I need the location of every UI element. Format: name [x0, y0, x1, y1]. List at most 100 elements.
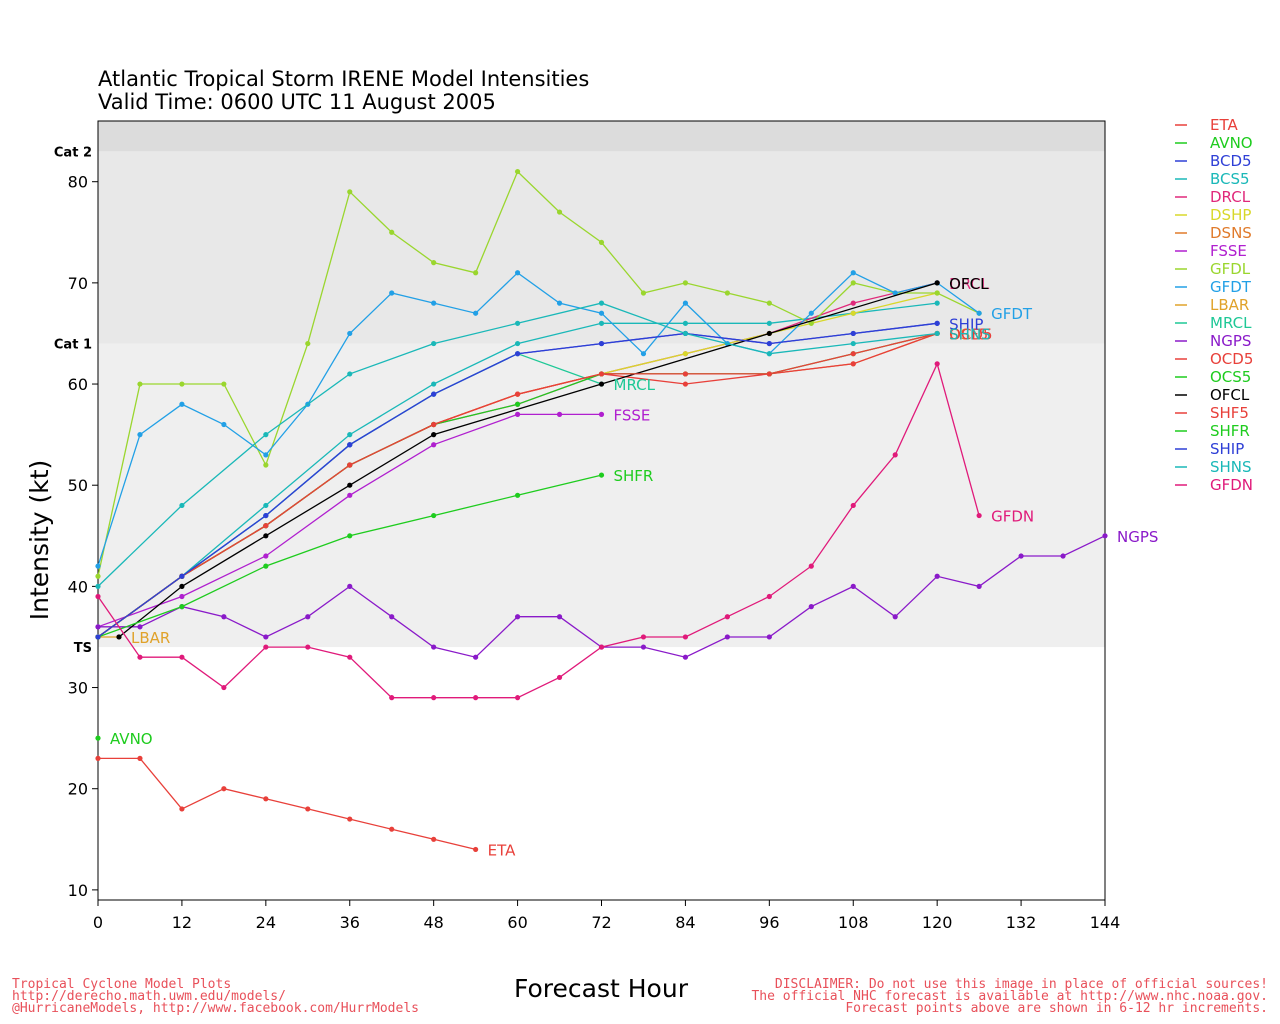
data-point-fsse [431, 442, 437, 448]
data-point-gfdt [850, 270, 856, 276]
data-point-fsse [347, 492, 353, 498]
data-point-gfdn [179, 654, 185, 660]
data-point-shf5 [682, 371, 689, 377]
series-line-eta [98, 757, 476, 851]
data-point-shf5 [850, 351, 856, 357]
data-point-bcs5 [263, 502, 269, 509]
series-line-gfdt [97, 271, 980, 567]
data-point-avno [95, 735, 101, 741]
data-point-gfdn [850, 502, 856, 509]
series-label-dsns: DSNS [949, 325, 991, 343]
chart-title-line-2: Valid Time: 0600 UTC 11 August 2005 [98, 90, 496, 114]
legend-label: OFCL [1210, 386, 1250, 404]
x-tick-label: 132 [1006, 913, 1037, 932]
data-point-bcs5 [934, 300, 940, 306]
series-ship [95, 320, 940, 640]
series-end-labels: ETA AVNO DRCL DSNS FSSE GFDT LBAR MRCL NGPS OCD5 O… [110, 275, 1158, 860]
data-point-ship [514, 351, 521, 357]
band-ts [98, 343, 1105, 648]
x-tick-label: 72 [591, 913, 611, 932]
legend-label: DSHP [1210, 206, 1251, 224]
x-tick-label: 24 [256, 913, 276, 932]
data-point-ngps [724, 634, 730, 640]
series-ofcl [116, 280, 940, 640]
series-label-mrcl: MRCL [614, 376, 656, 394]
data-point-gfdn [389, 695, 395, 701]
data-point-gfdt [892, 290, 898, 296]
x-tick-label: 120 [922, 913, 953, 932]
data-point-gfdl [598, 239, 605, 246]
y-tick-label: 60 [68, 375, 88, 394]
legend-item-bcd5: BCD5 [1175, 152, 1252, 170]
data-point-shns [179, 502, 185, 509]
series-label-shns: SHNS [949, 325, 991, 343]
data-point-gfdn [263, 644, 269, 650]
data-point-ofcl [598, 381, 605, 387]
data-point-shfr [598, 472, 605, 478]
data-point-gfdn [640, 634, 647, 640]
data-point-ngps [137, 624, 143, 630]
legend-item-drcl: DRCL [1175, 188, 1251, 206]
data-point-shns [598, 300, 605, 306]
data-point-ship [263, 512, 269, 519]
y-tick-label: 10 [68, 881, 88, 900]
legend-item-gfdl: GFDL [1175, 260, 1251, 278]
x-tick-label: 12 [172, 913, 192, 932]
data-point-fsse [598, 411, 605, 417]
series-label-gfdt: GFDT [991, 305, 1033, 323]
data-point-gfdn [514, 695, 521, 701]
data-point-eta [431, 836, 437, 842]
legend-label: GFDN [1210, 476, 1253, 494]
data-point-ship [934, 320, 940, 326]
data-point-gfdt [347, 330, 353, 337]
data-point-gfdn [724, 614, 730, 620]
data-point-ship [850, 330, 856, 337]
series-label-fsse: FSSE [614, 406, 651, 424]
data-point-gfdt [556, 300, 563, 306]
data-point-ngps [263, 634, 269, 640]
data-point-shns [766, 351, 772, 357]
data-point-shf5 [263, 523, 269, 529]
data-point-ngps [1060, 553, 1066, 559]
data-point-shfr [431, 512, 437, 519]
data-point-ngps [808, 604, 814, 610]
x-tick-label: 36 [340, 913, 360, 932]
data-point-fsse [263, 553, 269, 559]
x-tick-label: 0 [93, 913, 103, 932]
data-point-ngps [766, 634, 772, 640]
data-point-ocd5 [850, 361, 856, 367]
data-point-gfdn [976, 512, 982, 519]
series-lines [95, 168, 1108, 853]
data-point-gfdl [514, 168, 521, 175]
data-point-gfdn [137, 654, 143, 660]
legend-label: GFDL [1210, 260, 1251, 278]
x-tick-label: 60 [507, 913, 527, 932]
data-point-shfr [263, 563, 269, 569]
data-point-gfdn [95, 593, 101, 600]
footer-right-line-1: DISCLAIMER: Do not use this image in pla… [775, 977, 1268, 992]
y-tick-label: 20 [68, 780, 88, 799]
y-tick-label: 30 [68, 679, 88, 698]
x-axis-title: Forecast Hour [514, 974, 689, 1003]
data-point-shf5 [347, 462, 353, 468]
data-point-eta [221, 786, 227, 792]
data-point-gfdn [934, 361, 940, 367]
data-point-gfdn [305, 644, 311, 650]
data-point-ngps [305, 614, 311, 620]
data-point-gfdl [95, 573, 101, 579]
data-point-gfdl [850, 280, 856, 286]
data-point-shf5 [431, 421, 437, 428]
data-point-gfdl [724, 290, 730, 296]
legend-label: SHNS [1210, 458, 1252, 476]
data-point-eta [179, 806, 185, 812]
data-point-ofcl [347, 482, 353, 488]
legend-label: SHF5 [1210, 404, 1249, 422]
data-point-gfdl [431, 260, 437, 266]
band-cat-2 [98, 121, 1105, 152]
series-label-eta: ETA [488, 841, 516, 859]
legend-label: GFDT [1210, 278, 1252, 296]
series-label-drcl: DRCL [949, 275, 990, 293]
data-point-gfdt [682, 300, 689, 306]
data-point-ngps [976, 583, 982, 589]
legend-item-ngps: NGPS [1175, 332, 1251, 350]
